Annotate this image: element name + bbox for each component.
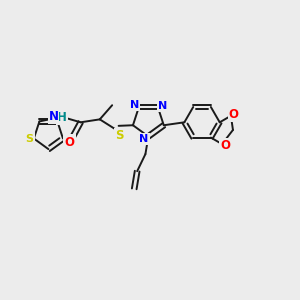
Text: N: N (49, 110, 58, 123)
Text: N: N (158, 101, 167, 111)
Text: O: O (64, 136, 74, 148)
Text: H: H (57, 110, 66, 124)
Text: S: S (26, 134, 33, 143)
Text: S: S (115, 129, 123, 142)
Text: N: N (130, 100, 139, 110)
Text: O: O (229, 108, 239, 121)
Text: N: N (53, 113, 62, 123)
Text: O: O (220, 139, 230, 152)
Text: N: N (139, 134, 148, 144)
